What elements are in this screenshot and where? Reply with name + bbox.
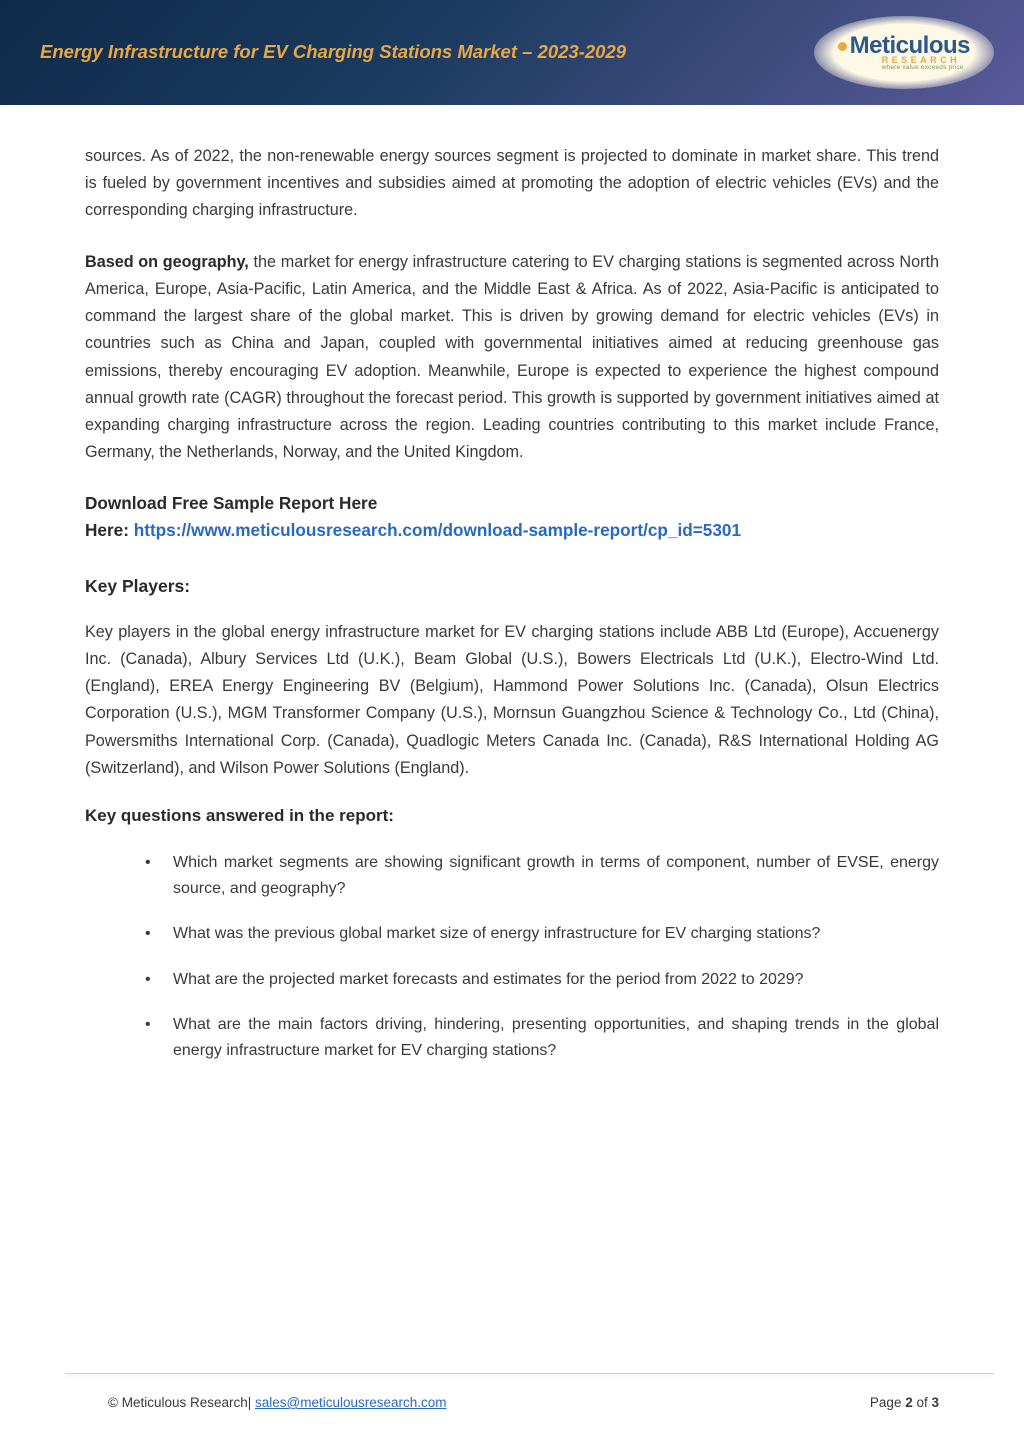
page-number: Page 2 of 3 bbox=[870, 1395, 939, 1410]
page-label-pre: Page bbox=[870, 1395, 905, 1410]
geography-lead: Based on geography, bbox=[85, 253, 249, 271]
key-questions-list: Which market segments are showing signif… bbox=[85, 850, 939, 1064]
footer-email-link[interactable]: sales@meticulousresearch.com bbox=[255, 1395, 447, 1410]
document-body: sources. As of 2022, the non-renewable e… bbox=[0, 105, 1024, 1064]
logo-tagline: where value exceeds price bbox=[882, 65, 964, 72]
download-sample-block: Download Free Sample Report Here Here: h… bbox=[85, 490, 939, 543]
page-of: of bbox=[913, 1395, 932, 1410]
download-sample-link[interactable]: https://www.meticulousresearch.com/downl… bbox=[134, 520, 741, 540]
header-band: Energy Infrastructure for EV Charging St… bbox=[0, 0, 1024, 105]
key-players-heading: Key Players: bbox=[85, 576, 939, 597]
logo-dot-icon bbox=[838, 42, 847, 51]
geography-body: the market for energy infrastructure cat… bbox=[85, 253, 939, 462]
list-item: What was the previous global market size… bbox=[145, 921, 939, 947]
footer-divider bbox=[65, 1373, 994, 1374]
paragraph-sources: sources. As of 2022, the non-renewable e… bbox=[85, 143, 939, 225]
page-footer: © Meticulous Research| sales@meticulousr… bbox=[108, 1395, 939, 1410]
list-item: What are the main factors driving, hinde… bbox=[145, 1012, 939, 1063]
footer-left: © Meticulous Research| sales@meticulousr… bbox=[108, 1395, 447, 1410]
page-current: 2 bbox=[905, 1395, 913, 1410]
paragraph-geography: Based on geography, the market for energ… bbox=[85, 249, 939, 467]
download-title: Download Free Sample Report Here bbox=[85, 493, 377, 513]
download-here-label: Here bbox=[85, 520, 123, 540]
download-sep: : bbox=[123, 520, 134, 540]
list-item: Which market segments are showing signif… bbox=[145, 850, 939, 901]
page-total: 3 bbox=[931, 1395, 939, 1410]
key-questions-heading: Key questions answered in the report: bbox=[85, 806, 939, 826]
copyright-text: © Meticulous Research| bbox=[108, 1395, 255, 1410]
brand-logo: Meticulous RESEARCH where value exceeds … bbox=[814, 16, 994, 90]
header-title: Energy Infrastructure for EV Charging St… bbox=[40, 40, 626, 65]
key-players-body: Key players in the global energy infrast… bbox=[85, 619, 939, 782]
list-item: What are the projected market forecasts … bbox=[145, 967, 939, 993]
